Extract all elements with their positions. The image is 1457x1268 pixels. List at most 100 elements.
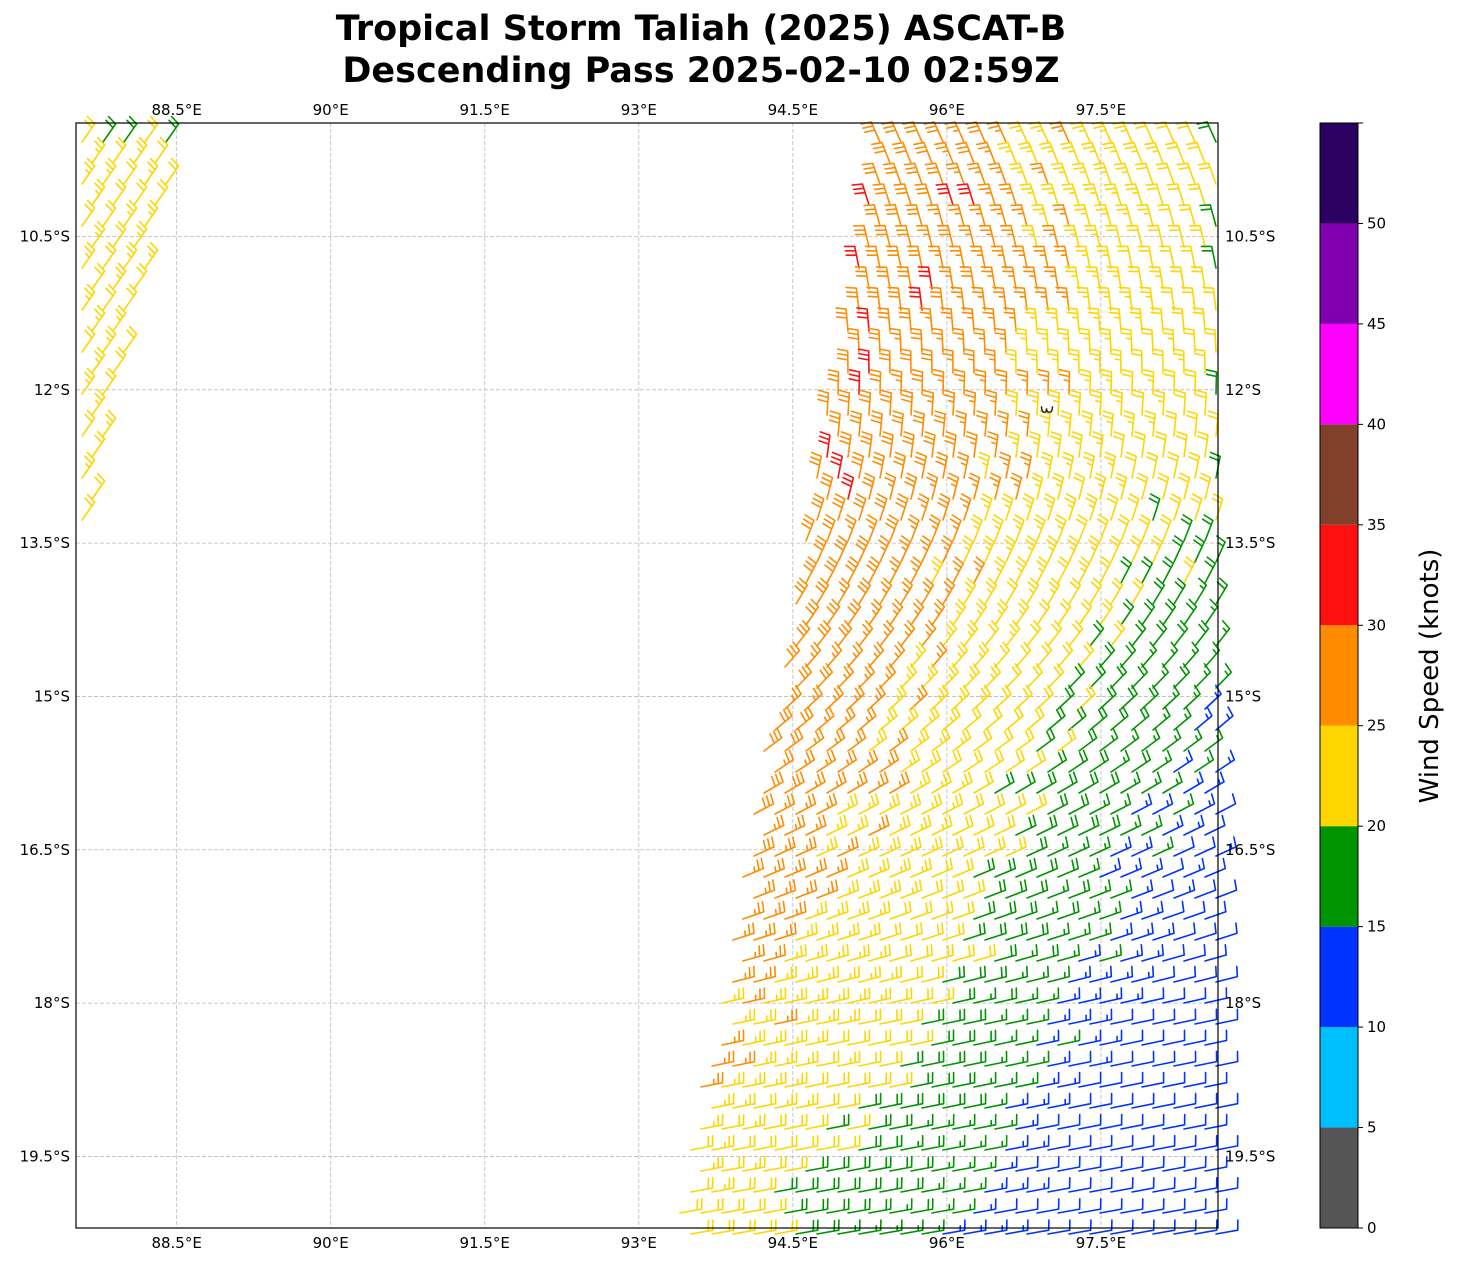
wind-barb (826, 1029, 850, 1046)
wind-barb (102, 367, 117, 395)
wind-barb (995, 369, 1008, 395)
wind-barb (91, 136, 106, 164)
wind-barb (165, 157, 180, 185)
wind-barb (889, 900, 912, 920)
wind-barb (1005, 965, 1029, 983)
wind-barb (942, 1008, 966, 1025)
wind-barb (1146, 451, 1158, 479)
wind-barb (809, 451, 822, 479)
wind-barb (1057, 641, 1074, 668)
wind-barb (1005, 706, 1024, 731)
wind-barb (784, 944, 807, 962)
wind-barb (1137, 245, 1154, 269)
wind-barb (1015, 771, 1036, 794)
wind-barb (1094, 472, 1107, 500)
wind-barb (732, 1219, 756, 1235)
wind-barb (1215, 1219, 1239, 1235)
wind-barb (1215, 706, 1234, 731)
wind-barb (942, 1177, 966, 1193)
wind-barb (952, 1113, 976, 1130)
wind-barb (1099, 727, 1119, 752)
wind-barb (936, 224, 954, 248)
wind-barb (868, 641, 885, 668)
wind-barb (1016, 369, 1029, 395)
wind-barb (711, 1050, 735, 1067)
wind-barb (784, 684, 802, 710)
wind-barb (784, 1198, 808, 1214)
wind-barb (931, 684, 949, 710)
wind-barb (1194, 922, 1217, 941)
wind-barb (1089, 706, 1108, 731)
wind-barb (1153, 389, 1166, 416)
wind-barb (1087, 307, 1101, 332)
wind-barb (805, 1198, 829, 1214)
wind-barb (784, 1071, 808, 1088)
wind-barb (921, 922, 944, 941)
wind-barb (1183, 1071, 1207, 1088)
wind-barb (908, 286, 923, 311)
wind-barb (858, 965, 882, 983)
wind-barb (1015, 684, 1033, 710)
wind-barb (887, 286, 902, 311)
wind-barb (1005, 620, 1021, 647)
wind-barb (931, 727, 951, 752)
wind-barb (1060, 410, 1072, 437)
colorbar-tick-label: 5 (1367, 1119, 1377, 1137)
wind-barb (690, 1177, 714, 1193)
wind-barb (1036, 1113, 1060, 1130)
wind-barb (1036, 641, 1053, 668)
wind-barb (816, 1008, 840, 1025)
wind-barb (994, 1071, 1018, 1088)
wind-barb (1050, 162, 1070, 185)
wind-barb (963, 749, 984, 773)
wind-barb (816, 620, 832, 647)
wind-barb (826, 900, 849, 920)
wind-barb (948, 245, 965, 269)
wind-barb (826, 1113, 850, 1130)
wind-barb (826, 1198, 850, 1214)
wind-barb (816, 1134, 840, 1151)
wind-barb (1057, 727, 1077, 752)
wind-barb (1173, 1050, 1197, 1067)
wind-barb (966, 162, 986, 185)
wind-barb (1127, 266, 1143, 290)
wind-barb (1125, 451, 1137, 479)
wind-barb (868, 814, 890, 836)
wind-barb (879, 1050, 903, 1067)
x-tick-label-top: 96°E (929, 101, 965, 119)
wind-barb (1204, 771, 1225, 794)
wind-barb (1152, 749, 1173, 773)
wind-barb (816, 1092, 840, 1109)
wind-barb (1005, 749, 1026, 773)
wind-barb (858, 879, 881, 899)
colorbar-tick-label: 45 (1367, 315, 1386, 333)
wind-barb (952, 1198, 976, 1214)
wind-barb (931, 1156, 955, 1172)
wind-barb (872, 183, 891, 206)
wind-barb (858, 1219, 882, 1235)
wind-barb (868, 1029, 892, 1046)
wind-barb (1173, 1134, 1197, 1151)
wind-barb (973, 1198, 997, 1214)
wind-barb (941, 535, 953, 563)
wind-barb (931, 987, 955, 1004)
wind-barb (1194, 1008, 1218, 1025)
wind-barb (1179, 245, 1196, 269)
wind-barb (931, 598, 946, 626)
wind-barb (961, 307, 975, 332)
wind-barb (1183, 727, 1203, 752)
colorbar-segment (1320, 524, 1358, 626)
colorbar: 0 5 10 15 20 25 30 35 40 45 50 (1319, 122, 1386, 1237)
wind-barb (921, 663, 939, 689)
wind-barb (1068, 1008, 1092, 1025)
wind-barb (816, 965, 840, 983)
wind-barb (837, 922, 860, 941)
wind-barb (1075, 514, 1088, 542)
wind-barb (795, 1092, 819, 1109)
wind-barb (774, 1008, 798, 1025)
wind-barb (1152, 1050, 1176, 1067)
wind-barb (1057, 598, 1072, 626)
wind-barb (1055, 286, 1070, 311)
wind-barb (1091, 431, 1104, 458)
wind-barb (1120, 1198, 1144, 1214)
